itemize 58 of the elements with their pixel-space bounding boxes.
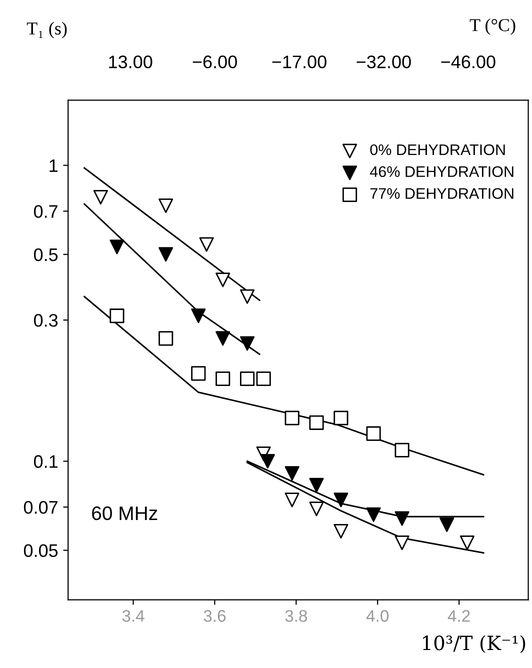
text: −46.00 xyxy=(441,56,496,68)
point xyxy=(158,331,174,346)
y-tick-label: 0.7 xyxy=(34,205,58,218)
point xyxy=(191,366,206,381)
point xyxy=(309,415,324,430)
point xyxy=(284,466,300,481)
point xyxy=(216,272,230,288)
point xyxy=(334,492,348,508)
y-tick-label: 0.1 xyxy=(34,455,58,468)
point xyxy=(334,410,348,426)
point xyxy=(394,442,410,458)
point xyxy=(158,198,174,214)
x-tick-label: 4.0 xyxy=(366,610,389,622)
point xyxy=(394,536,410,550)
point xyxy=(199,237,214,252)
text: −17.00 xyxy=(272,56,326,68)
point xyxy=(158,247,174,262)
y-tick-label: 1 xyxy=(50,159,58,172)
x-tick-label: 3.4 xyxy=(122,610,144,622)
x-tick-label: 4.2 xyxy=(448,610,470,622)
point xyxy=(309,502,324,516)
point xyxy=(216,331,230,346)
legend-label: 0% DEHYDRATION xyxy=(370,144,505,156)
point xyxy=(284,410,300,426)
x2-axis-title: T (°C) xyxy=(470,18,516,35)
point xyxy=(110,308,124,324)
point xyxy=(460,536,474,550)
point xyxy=(240,289,255,304)
point xyxy=(334,524,348,539)
y-tick-label: 0.05 xyxy=(24,544,58,558)
text: −6.00 xyxy=(192,56,237,68)
text: 13.00 xyxy=(109,56,152,68)
point xyxy=(93,190,108,205)
y-tick-label: 0.5 xyxy=(34,248,58,262)
y-tick-label: 0.07 xyxy=(24,501,58,514)
text: −32.00 xyxy=(356,56,411,68)
y-axis-title: T₁ (s) xyxy=(26,22,67,38)
point xyxy=(260,454,275,469)
y-tick-label: 0.3 xyxy=(34,314,58,327)
point xyxy=(394,511,410,526)
point xyxy=(240,336,255,351)
x-tick-label: 3.6 xyxy=(204,610,226,622)
x-axis-title: 10³/T (K⁻¹) xyxy=(423,635,526,654)
legend-label: 46% DEHYDRATION xyxy=(370,166,514,178)
legend-label: 77% DEHYDRATION xyxy=(370,188,514,199)
annotation: 60 MHz xyxy=(92,506,158,520)
point xyxy=(366,426,381,441)
point xyxy=(216,371,230,386)
point xyxy=(284,492,300,508)
x-tick-label: 3.8 xyxy=(285,610,308,622)
point xyxy=(191,308,206,324)
point xyxy=(110,240,124,254)
point xyxy=(440,517,454,532)
point xyxy=(240,371,255,386)
point xyxy=(309,478,324,492)
point xyxy=(256,371,271,386)
line-series xyxy=(84,296,484,476)
point xyxy=(366,507,381,522)
